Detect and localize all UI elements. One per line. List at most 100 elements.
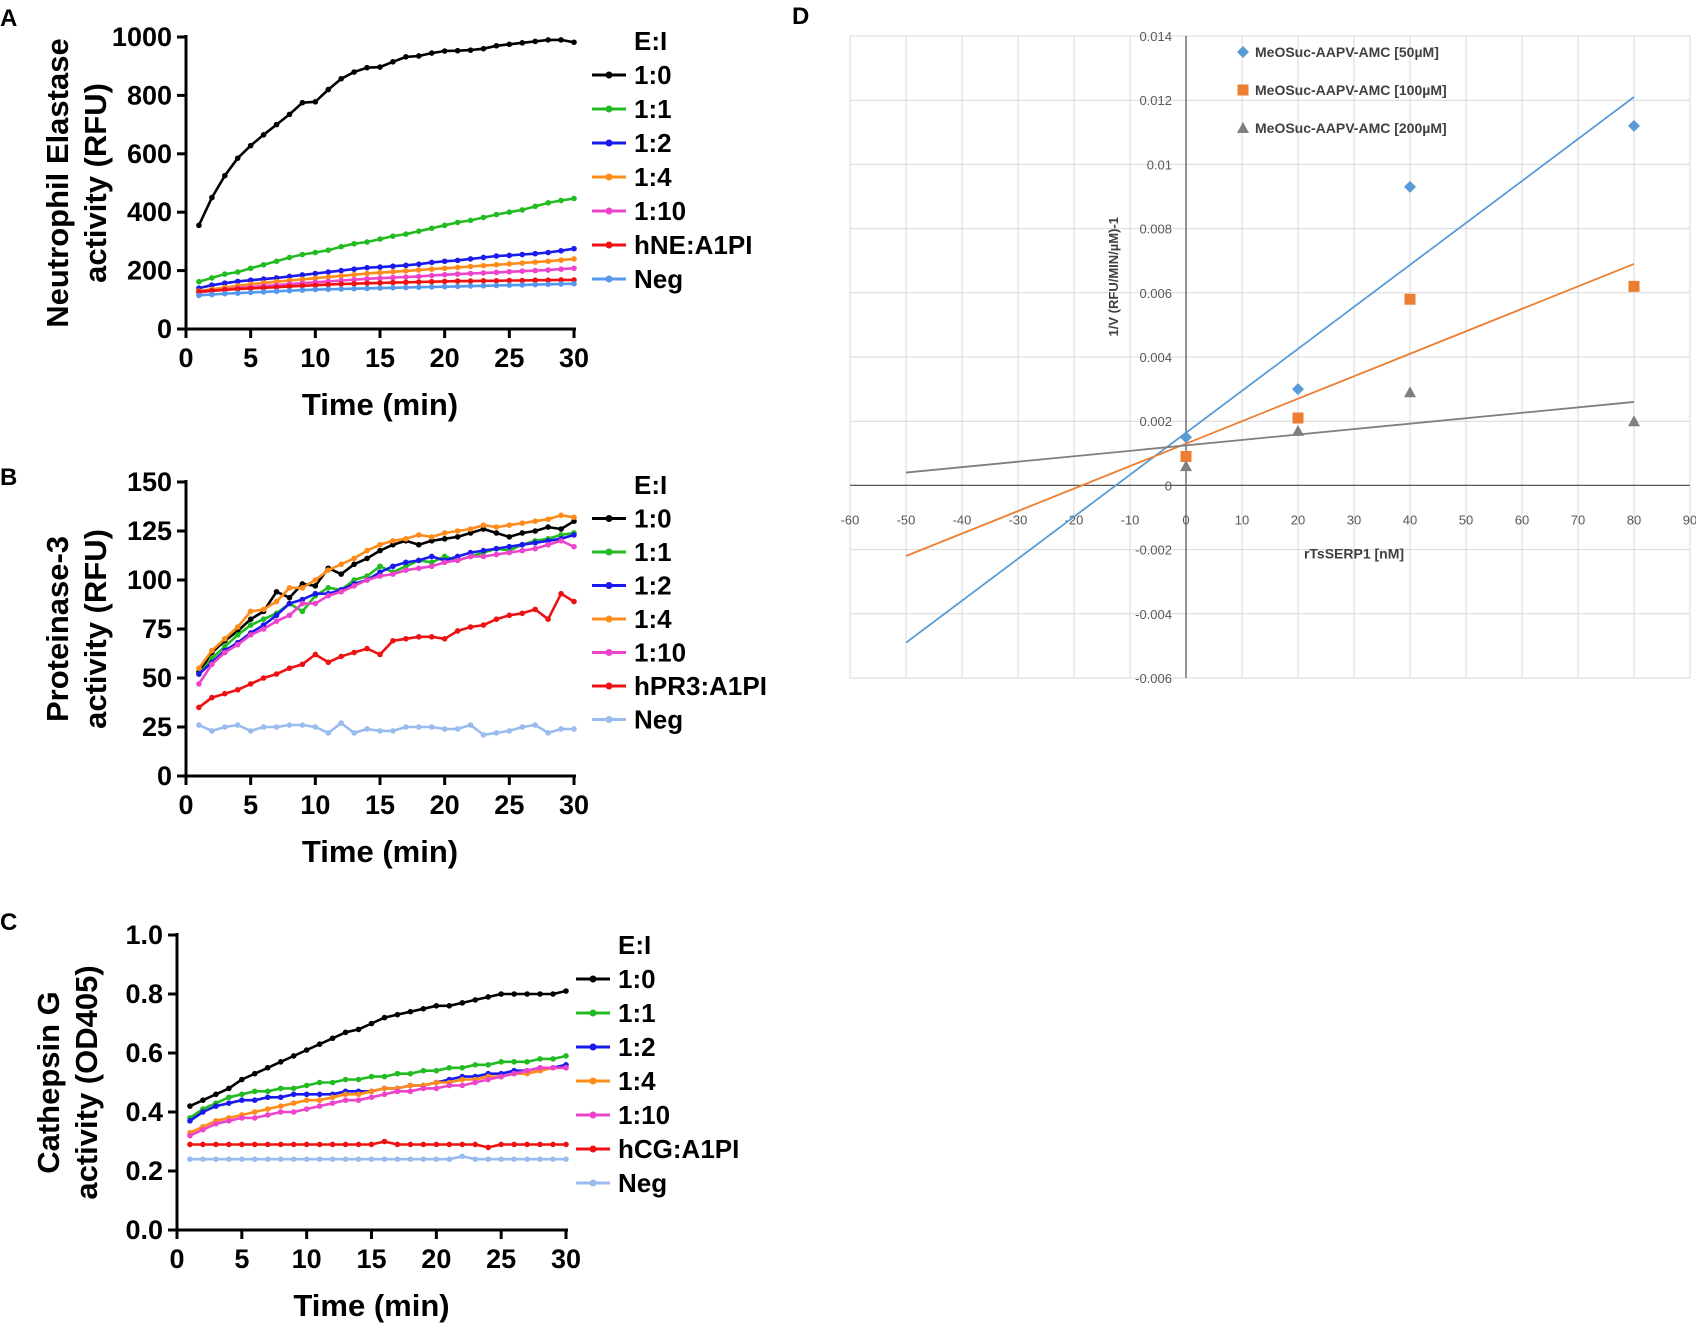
data-point xyxy=(377,563,383,570)
legend-marker xyxy=(605,275,613,283)
legend-label: MeOSuc-AAPV-AMC [50µM] xyxy=(1255,44,1439,60)
data-point xyxy=(558,538,564,544)
data-point xyxy=(563,1141,569,1148)
series-line-1:1 xyxy=(198,197,575,283)
y-axis-title-line: activity (RFU) xyxy=(78,529,113,729)
data-point xyxy=(338,588,345,595)
data-point xyxy=(303,1156,310,1162)
legend-label: 1:2 xyxy=(634,571,672,601)
data-point xyxy=(260,289,267,295)
data-point xyxy=(364,573,370,579)
x-tick-label: 30 xyxy=(551,1244,581,1274)
data-point xyxy=(480,522,487,528)
data-point xyxy=(532,281,538,288)
x-axis-title: Time (min) xyxy=(302,387,458,422)
data-point xyxy=(441,553,448,560)
y-tick-label: 1000 xyxy=(112,22,172,52)
data-point xyxy=(312,590,319,597)
data-point xyxy=(532,250,538,257)
data-point xyxy=(571,280,577,287)
data-point xyxy=(273,671,280,677)
data-point xyxy=(351,69,357,75)
y-tick-label: 0.004 xyxy=(1139,350,1172,365)
legend-marker xyxy=(605,515,613,522)
data-point xyxy=(472,997,479,1003)
data-point xyxy=(187,1118,193,1124)
data-point xyxy=(1180,451,1192,463)
data-point xyxy=(420,1085,427,1092)
data-point xyxy=(342,1156,349,1162)
x-tick-label: 40 xyxy=(1403,512,1417,527)
series-line-1:4 xyxy=(197,513,575,669)
data-point xyxy=(299,600,306,607)
data-point xyxy=(187,1141,193,1148)
data-point xyxy=(472,1062,479,1068)
data-point xyxy=(368,1094,375,1101)
data-point xyxy=(312,577,319,583)
data-point xyxy=(312,249,319,256)
data-point xyxy=(571,514,577,521)
data-point xyxy=(511,1156,517,1162)
data-point xyxy=(1292,424,1304,436)
data-point xyxy=(467,722,474,728)
data-point xyxy=(381,1091,388,1098)
data-point xyxy=(416,724,422,730)
legend-marker xyxy=(589,1077,597,1085)
data-point xyxy=(196,671,202,677)
data-point xyxy=(403,54,409,60)
data-point xyxy=(454,283,461,290)
data-point xyxy=(316,1103,323,1109)
data-point xyxy=(329,1079,336,1086)
data-point xyxy=(571,245,577,252)
y-tick-label: 0.008 xyxy=(1139,222,1172,237)
data-point xyxy=(196,722,202,728)
data-point xyxy=(200,1141,206,1148)
x-tick-label: 20 xyxy=(421,1244,451,1274)
data-point xyxy=(454,726,461,732)
data-point xyxy=(222,649,228,656)
data-point xyxy=(519,268,526,274)
data-point xyxy=(467,283,474,289)
data-point xyxy=(403,563,409,570)
data-point xyxy=(209,194,215,201)
x-tick-label: 0 xyxy=(1182,512,1189,527)
data-point xyxy=(329,1094,336,1101)
data-point xyxy=(209,661,215,668)
x-tick-label: 60 xyxy=(1515,512,1529,527)
x-tick-label: 80 xyxy=(1627,512,1641,527)
data-point xyxy=(441,265,448,272)
data-point xyxy=(364,239,370,245)
data-point xyxy=(260,626,267,632)
data-point xyxy=(416,634,422,640)
legend-marker xyxy=(1237,46,1249,58)
data-point xyxy=(381,1073,388,1080)
data-point xyxy=(428,534,435,540)
data-point xyxy=(390,279,396,286)
data-point xyxy=(377,269,383,276)
data-point xyxy=(403,536,409,542)
x-tick-label: 0 xyxy=(178,790,193,820)
data-point xyxy=(260,285,267,291)
data-point xyxy=(416,541,422,548)
data-point xyxy=(433,1079,440,1086)
data-point xyxy=(416,279,422,285)
data-point xyxy=(247,277,254,284)
data-point xyxy=(493,730,500,736)
y-tick-label: 0.2 xyxy=(125,1156,163,1186)
data-point xyxy=(260,132,267,138)
data-point xyxy=(407,1088,414,1095)
data-point xyxy=(355,1156,362,1162)
data-point xyxy=(234,269,241,275)
series-line-Neg xyxy=(198,282,575,297)
data-point xyxy=(403,559,409,566)
data-point xyxy=(222,636,228,642)
data-point xyxy=(234,155,241,161)
data-point xyxy=(252,1070,258,1077)
data-point xyxy=(368,1020,375,1027)
legend-label: Neg xyxy=(634,705,683,735)
data-point xyxy=(234,686,241,693)
data-point xyxy=(506,252,513,259)
data-point xyxy=(467,278,474,284)
data-point xyxy=(394,1011,401,1018)
